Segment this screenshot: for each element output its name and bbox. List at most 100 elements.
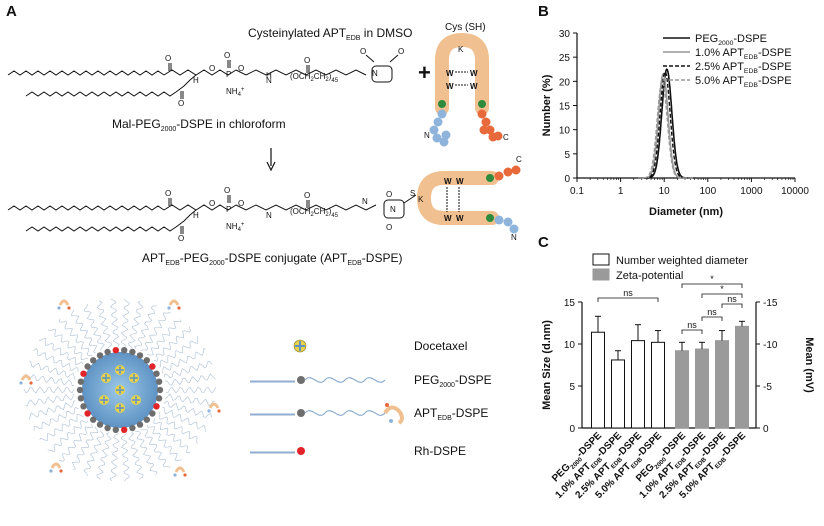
svg-text:N: N [362, 197, 368, 206]
panel-c: C 0 5 10 15 0 -5 -10 -15 Mean Size (d.nm) Mean (m… [538, 234, 815, 501]
svg-text:W: W [470, 82, 478, 91]
x-tick-label: 0.1 [570, 186, 584, 197]
svg-text:P: P [226, 70, 231, 79]
lipid-headgroup [129, 424, 136, 432]
svg-text:S: S [410, 189, 415, 198]
lipid-headgroup [90, 357, 97, 364]
peg-chain [47, 328, 89, 361]
panel-c-label: C [538, 234, 549, 251]
lipid-headgroup [96, 352, 104, 359]
svg-text:Rh-DSPE: Rh-DSPE [414, 444, 466, 458]
svg-text:O: O [165, 54, 171, 63]
svg-text:APTEDB-DSPE: APTEDB-DSPE [414, 406, 488, 422]
svg-text:W: W [470, 69, 478, 78]
peptide-bead-orange [481, 117, 491, 127]
mal-peg-dspe-structure [7, 54, 399, 99]
lipid-headgroup [149, 410, 156, 417]
legend-apt-peptide [383, 405, 404, 425]
peg-chain [23, 386, 75, 394]
rh-headgroup [84, 410, 91, 417]
lipid-headgroup [129, 348, 136, 356]
peg-chain [164, 393, 216, 406]
ammonium-top: NH4+ [226, 87, 245, 98]
conjugate-label: APTEDB-PEG2000-DSPE conjugate (APTEDB-DS… [142, 251, 402, 267]
peptide-bead-green [486, 174, 494, 182]
svg-text:O: O [165, 189, 171, 198]
peptide-bead-blue [433, 117, 443, 127]
diameter-bar [591, 331, 605, 429]
diameter-bar [651, 341, 665, 429]
svg-text:W: W [446, 82, 454, 91]
legend-peg-dspe: PEG2000-DSPE [297, 373, 492, 389]
mal-peg-atom-labels: O O H O O P O NH4+ N H O (OCH2CH2)45 N O… [165, 47, 404, 108]
svg-text:O: O [209, 64, 215, 73]
apt-bead-blue [207, 409, 211, 413]
apt-peptide-tip [20, 374, 32, 381]
peg-chain [120, 298, 130, 347]
peptide-bead-blue [432, 133, 442, 143]
svg-text:O: O [224, 186, 230, 195]
right-axis-label: Mean (mV) [803, 337, 815, 393]
legend-label-zeta: Zeta-potential [616, 270, 683, 282]
peg-chain [39, 337, 84, 366]
rh-headgroup [112, 347, 120, 354]
peptide-bead-orange [494, 171, 504, 181]
peg-chain [159, 412, 199, 444]
peg-chain [33, 406, 79, 431]
svg-text:O: O [398, 47, 404, 56]
svg-text:W: W [444, 177, 452, 186]
peg-chain [134, 305, 157, 350]
svg-text:W: W [456, 177, 464, 186]
svg-text:O: O [238, 64, 244, 73]
rh-headgroup [80, 370, 87, 377]
peg-chain [47, 420, 89, 453]
legend-swatch-diameter [592, 253, 610, 266]
peg-chain [162, 406, 206, 433]
peg-chain [165, 386, 217, 394]
lipid-headgroup [76, 386, 84, 394]
apt-bead-red [183, 473, 187, 477]
peg-chain [147, 425, 182, 461]
peg-chain [83, 429, 105, 477]
peg-chain [140, 312, 171, 352]
peptide-bead-blue [437, 109, 447, 119]
size-zeta-bar-chart: 0 5 10 15 0 -5 -10 -15 Mean Size (d.nm) Mean (mV)… [541, 253, 815, 501]
apt-bead-blue [173, 473, 177, 477]
lipid-headgroup [155, 395, 163, 402]
peg-chain [96, 300, 112, 349]
svg-text:C: C [516, 155, 522, 164]
peg-chain [140, 428, 171, 468]
svg-text:N: N [266, 76, 272, 85]
peptide-bead-green [438, 100, 446, 108]
legend-swatch-zeta [592, 268, 610, 281]
sig-bracket-zeta-5-label: * [710, 274, 714, 284]
peptide-bead-green [478, 100, 486, 108]
lipid-headgroup [90, 416, 97, 423]
x-tick-label: 10000 [781, 186, 809, 197]
lipid-headgroup [104, 424, 111, 432]
right-tick-label: -15 [763, 298, 778, 309]
distribution-curve [638, 73, 695, 179]
peg-chain [163, 360, 213, 379]
apt-bead-blue [57, 306, 61, 310]
lipid-headgroup [104, 348, 111, 356]
svg-text:H: H [266, 71, 272, 80]
sig-bracket-zeta-3 [721, 303, 743, 308]
svg-text:N: N [390, 205, 396, 214]
right-tick-label: -10 [763, 340, 778, 351]
svg-text:C: C [503, 133, 509, 142]
peg-chain [71, 426, 98, 471]
peg-chain [39, 413, 84, 442]
y-tick-label: 20 [559, 77, 571, 88]
zeta-bar [675, 350, 689, 429]
legend-label: 5.0% APTEDB-DSPE [695, 75, 792, 89]
legend-label: 2.5% APTEDB-DSPE [695, 61, 792, 75]
size-distribution-chart: 0 5 10 15 20 25 30 0.1 1 10 100 1000 10000 Diameter (… [541, 29, 809, 218]
y-tick-label: 25 [559, 53, 571, 64]
peptide-bead-orange [511, 165, 521, 175]
conjugate-structure [7, 194, 417, 234]
lipid-headgroup [77, 378, 85, 385]
svg-text:N: N [372, 69, 378, 78]
peg-chain [159, 336, 198, 368]
